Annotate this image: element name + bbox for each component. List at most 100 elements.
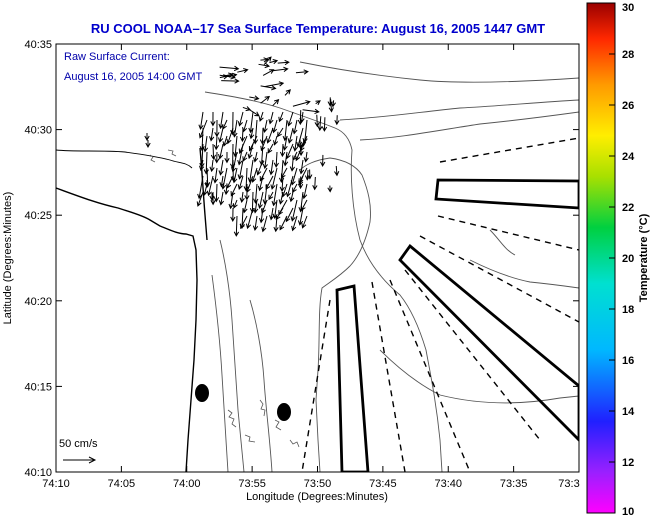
current-arrow — [237, 68, 249, 74]
shoal-features — [149, 149, 300, 448]
current-arrow — [226, 127, 234, 145]
current-arrow — [222, 135, 228, 147]
y-axis-ticks: 40:35 40:30 40:25 40:20 40:15 40:10 — [24, 39, 579, 479]
current-arrow — [260, 85, 277, 91]
current-arrow — [328, 99, 334, 113]
current-arrow — [268, 159, 275, 176]
station-marker[interactable] — [277, 403, 291, 421]
current-arrow — [292, 100, 311, 107]
current-arrow — [257, 191, 264, 209]
current-arrow — [292, 135, 298, 152]
current-arrow — [260, 57, 269, 63]
y-tick-label: 40:20 — [24, 296, 52, 308]
current-arrow — [258, 62, 271, 69]
current-arrow — [230, 207, 236, 222]
colorbar-tick-label: 10 — [622, 506, 634, 518]
x-axis-label: Longitude (Degrees:Minutes) — [246, 491, 388, 503]
current-arrow — [245, 207, 254, 230]
current-arrow — [264, 81, 285, 88]
colorbar-label: Temperature (°C) — [638, 213, 650, 302]
colorbar-tick-label: 18 — [622, 304, 634, 316]
current-arrow — [197, 175, 204, 200]
y-tick-label: 40:15 — [24, 381, 52, 393]
current-arrow — [213, 183, 220, 203]
coastline — [56, 187, 198, 472]
current-arrow — [210, 111, 216, 127]
current-arrow — [259, 167, 268, 182]
y-tick-label: 40:10 — [24, 467, 52, 479]
monitoring-stations — [195, 384, 291, 421]
current-arrow — [203, 151, 209, 175]
current-arrow — [292, 151, 298, 161]
current-arrow — [218, 127, 224, 143]
current-arrow — [219, 175, 225, 188]
current-arrow — [232, 119, 238, 138]
colorbar-tick-label: 30 — [622, 2, 634, 14]
colorbar-tick-label: 16 — [622, 355, 634, 367]
current-arrow — [321, 117, 328, 132]
current-arrow — [239, 127, 246, 143]
current-arrow — [303, 151, 309, 163]
current-arrow — [230, 111, 236, 136]
current-arrow — [249, 127, 255, 140]
current-arrow — [209, 159, 215, 173]
current-arrow — [199, 159, 205, 172]
current-arrow — [297, 207, 304, 226]
current-arrow — [279, 215, 288, 231]
current-arrow — [218, 143, 224, 160]
current-arrow — [317, 116, 323, 132]
current-arrow — [145, 140, 151, 149]
current-arrow — [244, 183, 250, 201]
y-tick-label: 40:30 — [24, 125, 52, 137]
current-arrow — [297, 176, 304, 190]
current-arrow — [262, 69, 275, 76]
current-arrow — [267, 143, 274, 154]
current-arrow — [223, 183, 229, 196]
current-arrow — [219, 65, 240, 72]
station-marker[interactable] — [195, 384, 209, 402]
current-arrow — [334, 115, 340, 126]
chart-title: RU COOL NOAA–17 Sea Surface Temperature:… — [91, 21, 545, 36]
current-arrow — [232, 167, 238, 184]
current-arrow — [320, 154, 326, 168]
x-tick-label: 73:35 — [500, 478, 528, 490]
current-arrow — [314, 114, 320, 128]
current-arrow — [279, 175, 285, 193]
current-arrow — [144, 133, 150, 142]
current-arrow — [218, 159, 224, 176]
current-arrow — [258, 111, 264, 122]
current-arrow — [334, 165, 340, 177]
current-vectors — [144, 56, 340, 237]
current-arrow — [198, 111, 204, 130]
current-arrow — [266, 127, 274, 144]
current-arrow — [300, 139, 307, 147]
current-arrow — [273, 151, 279, 168]
colorbar-tick-label: 14 — [622, 406, 635, 418]
current-arrow — [289, 191, 295, 203]
vector-scale-label: 50 cm/s — [59, 438, 98, 450]
x-tick-label: 74:10 — [42, 478, 70, 490]
current-arrow — [284, 89, 291, 96]
x-tick-label: 74:00 — [173, 478, 201, 490]
current-arrow — [278, 111, 284, 123]
annotation-line2: August 16, 2005 14:00 GMT — [64, 71, 202, 83]
current-arrow — [243, 167, 249, 192]
current-arrow — [204, 180, 210, 189]
current-arrow — [312, 176, 318, 191]
y-tick-label: 40:35 — [24, 39, 52, 51]
colorbar-tick-label: 26 — [622, 100, 634, 112]
current-arrow — [272, 66, 289, 72]
colorbar-ticks: 30 28 26 24 22 20 18 16 14 12 10 — [609, 2, 635, 518]
current-arrow — [282, 135, 288, 151]
current-arrow — [252, 215, 259, 231]
current-arrow — [253, 199, 259, 214]
current-arrow — [228, 191, 234, 210]
current-arrow — [307, 169, 313, 180]
current-arrow — [291, 215, 298, 232]
current-arrow — [277, 59, 290, 66]
current-arrow — [224, 151, 230, 164]
current-arrow — [196, 191, 204, 207]
current-arrow — [285, 175, 294, 198]
map-area: 50 cm/s Raw Surface Current: August 16, … — [56, 44, 579, 472]
current-arrow — [237, 159, 244, 180]
